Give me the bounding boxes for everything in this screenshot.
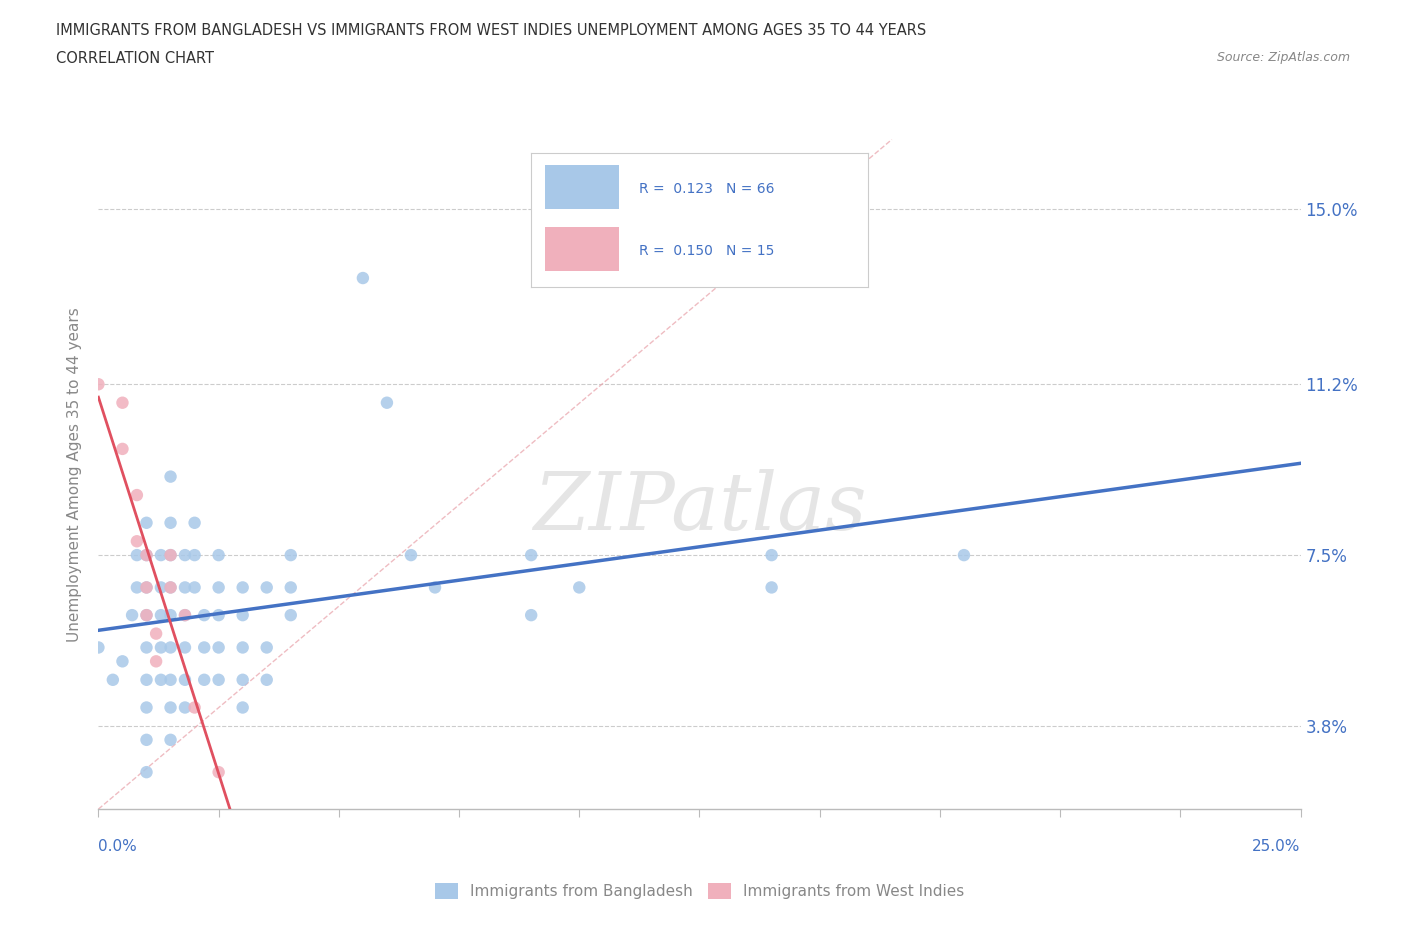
Point [87,640,110,655]
Point [174,700,197,715]
Legend: Immigrants from Bangladesh, Immigrants from West Indies: Immigrants from Bangladesh, Immigrants f… [429,877,970,905]
Point [280,548,302,563]
Point [520,607,543,622]
Point [183,515,205,530]
Point [423,580,446,595]
Point [111,654,134,669]
Point [159,580,181,595]
Point [568,580,591,595]
Point [208,607,231,622]
Point [159,700,181,715]
Point [135,548,157,563]
Point [193,640,215,655]
Point [520,548,543,563]
Point [159,607,181,622]
Point [125,548,148,563]
Point [135,672,157,687]
Point [125,487,148,502]
Text: ZIPatlas: ZIPatlas [533,469,866,547]
Point [280,580,302,595]
Point [111,442,134,457]
Point [208,764,231,779]
Point [953,548,976,563]
Point [135,548,157,563]
Point [183,580,205,595]
Point [232,640,254,655]
Point [159,548,181,563]
Text: 25.0%: 25.0% [1253,839,1301,854]
Point [174,607,197,622]
Point [87,377,110,392]
Point [135,607,157,622]
Text: IMMIGRANTS FROM BANGLADESH VS IMMIGRANTS FROM WEST INDIES UNEMPLOYMENT AMONG AGE: IMMIGRANTS FROM BANGLADESH VS IMMIGRANTS… [56,23,927,38]
Point [232,580,254,595]
Point [375,395,398,410]
Point [135,764,157,779]
Text: CORRELATION CHART: CORRELATION CHART [56,51,214,66]
Point [159,580,181,595]
Point [208,580,231,595]
Point [183,700,205,715]
Point [208,548,231,563]
Point [135,580,157,595]
Point [101,672,124,687]
Point [232,607,254,622]
Point [183,548,205,563]
Y-axis label: Unemployment Among Ages 35 to 44 years: Unemployment Among Ages 35 to 44 years [67,307,83,642]
Point [145,626,167,641]
Point [352,271,374,286]
Point [761,580,783,595]
Point [174,580,197,595]
Point [232,700,254,715]
Point [125,580,148,595]
Point [145,654,167,669]
Point [159,640,181,655]
Point [174,548,197,563]
Point [135,580,157,595]
Text: Source: ZipAtlas.com: Source: ZipAtlas.com [1216,51,1350,64]
Point [149,548,172,563]
Point [149,580,172,595]
Point [208,672,231,687]
Point [399,548,422,563]
Point [135,515,157,530]
Point [159,733,181,748]
Point [761,548,783,563]
Point [174,672,197,687]
Point [135,733,157,748]
Point [174,640,197,655]
Point [121,607,143,622]
Point [159,672,181,687]
Point [135,700,157,715]
Point [149,607,172,622]
Point [111,395,134,410]
Point [149,640,172,655]
Point [232,672,254,687]
Point [174,607,197,622]
Point [193,607,215,622]
Point [135,607,157,622]
Text: 0.0%: 0.0% [98,839,138,854]
Point [280,607,302,622]
Point [125,534,148,549]
Point [256,672,278,687]
Point [159,548,181,563]
Point [159,515,181,530]
Point [208,640,231,655]
Point [256,580,278,595]
Point [135,640,157,655]
Point [193,672,215,687]
Point [149,672,172,687]
Point [256,640,278,655]
Point [159,469,181,484]
